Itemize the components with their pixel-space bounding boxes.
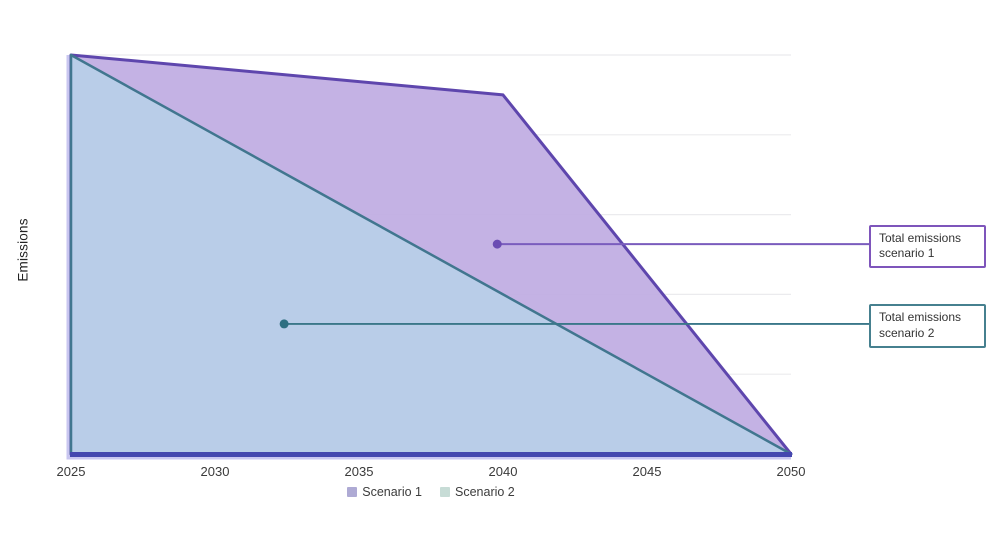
legend-label-scenario-2: Scenario 2: [455, 485, 515, 499]
x-tick-label-2025: 2025: [56, 464, 86, 479]
chart-legend: Scenario 1 Scenario 2: [71, 485, 791, 499]
x-tick-label-2030: 2030: [200, 464, 230, 479]
legend-item-scenario-1[interactable]: Scenario 1: [347, 485, 422, 499]
annotation-box-scenario-1: Total emissions scenario 1: [869, 224, 986, 269]
legend-swatch-scenario-1: [347, 487, 358, 497]
legend-label-scenario-1: Scenario 1: [362, 485, 422, 499]
legend-swatch-scenario-2: [440, 487, 450, 497]
y-axis-label: Emissions: [15, 218, 31, 282]
annotation-box-scenario-2: Total emissions scenario 2: [869, 304, 986, 349]
x-tick-label-2050: 2050: [776, 464, 806, 479]
legend-item-scenario-2[interactable]: Scenario 2: [440, 485, 515, 499]
x-tick-label-2035: 2035: [344, 464, 374, 479]
annotation-dot: [279, 319, 289, 329]
annotation-dot: [492, 239, 502, 249]
x-tick-label-2045: 2045: [632, 464, 662, 479]
x-tick-label-2040: 2040: [488, 464, 518, 479]
axis-glow: [66, 55, 791, 460]
